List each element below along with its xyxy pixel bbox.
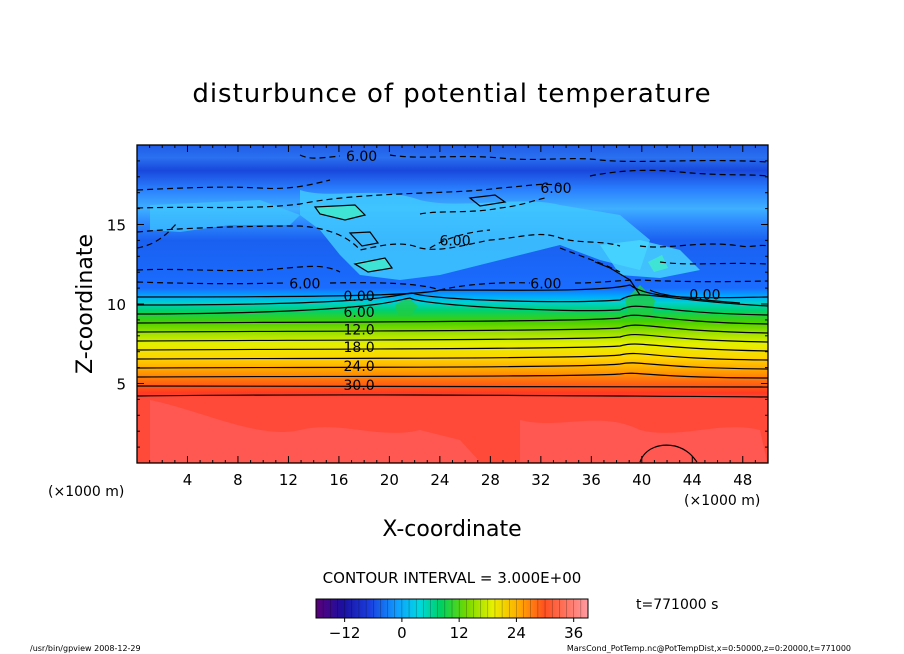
x-tick-label: 40: [632, 471, 651, 489]
teal-patch: [355, 258, 392, 272]
dashed-contour: [574, 279, 768, 284]
plot-area: 6.006.006.006.00 6.000.00 0.006.0012.018.0…: [136, 144, 769, 464]
x-tick-label: 48: [733, 471, 752, 489]
contour-line: [649, 289, 741, 304]
contour-label: 0.00: [689, 287, 720, 303]
contour-label: 6.00: [439, 233, 470, 249]
contour-line: [137, 343, 768, 352]
y-axis-label: Z-coordinate: [73, 234, 98, 374]
contour-lines: [137, 194, 768, 463]
contour-line: [137, 324, 768, 334]
chart-title: disturbunce of potential temperature: [192, 79, 711, 109]
footer-left: /usr/bin/gpview 2008-12-29: [30, 644, 141, 653]
dashed-contour: [589, 169, 768, 177]
x-tick-label: 16: [329, 471, 348, 489]
colorbar-frame: [315, 598, 589, 619]
x-axis-label: X-coordinate: [382, 517, 521, 542]
teal-patch: [315, 205, 365, 220]
contour-line: [348, 231, 380, 247]
x-unit-left: (×1000 m): [48, 484, 124, 500]
contour-label: 6.00: [289, 276, 320, 292]
x-tick-label: 4: [183, 471, 193, 489]
dashed-contour: [137, 179, 331, 191]
x-tick-label: 44: [683, 471, 702, 489]
colorbar-fill: [316, 599, 588, 618]
contour-label: 6.00: [344, 305, 375, 321]
upper-field-features: [150, 190, 767, 462]
contour-label: 24.0: [344, 359, 375, 375]
dashed-contours: [137, 154, 768, 291]
contour-label: 6.00: [540, 181, 571, 197]
x-tick-label: 24: [430, 471, 449, 489]
colorbar-tick-label: 36: [564, 624, 583, 642]
x-tick-label: 28: [481, 471, 500, 489]
contour-line: [313, 204, 367, 221]
contour-line: [353, 257, 394, 273]
colorbar: −12 0 12 24 36: [315, 598, 589, 642]
pink-blob: [150, 400, 480, 462]
contour-line: [594, 261, 641, 296]
x-unit-right: (×1000 m): [684, 493, 760, 509]
dashed-contour: [639, 243, 768, 248]
time-label: t=771000 s: [636, 597, 718, 613]
x-tick-label: 36: [582, 471, 601, 489]
contour-label: 0.00: [344, 289, 375, 305]
dashed-contour: [389, 154, 768, 163]
cyan-patch: [150, 200, 300, 232]
dashed-contour: [137, 265, 341, 273]
contour-line: [137, 372, 768, 379]
green-bump: [625, 285, 655, 318]
y-tick-label: 10: [107, 296, 126, 314]
dashed-contour: [137, 225, 621, 251]
colorbar-segments: [315, 599, 589, 618]
contour-line: [137, 292, 768, 307]
y-tick-label: 5: [116, 376, 126, 394]
y-axis: 5 10 15: [107, 160, 768, 448]
teal-patch: [648, 255, 668, 272]
colorbar-tick-label: 24: [507, 624, 526, 642]
contour-label: 6.00: [346, 149, 377, 165]
contour-line: [137, 362, 768, 370]
cyan-patch: [300, 190, 650, 280]
contour-label: 12.0: [344, 322, 375, 338]
contour-line: [137, 394, 768, 398]
colorbar-tick-label: −12: [329, 624, 361, 642]
contour-interval-label: CONTOUR INTERVAL = 3.000E+00: [323, 569, 582, 587]
colorbar-tick-label: 0: [397, 624, 407, 642]
contour-label: 18.0: [344, 340, 375, 356]
dashed-contour: [299, 154, 341, 159]
contour-line: [639, 444, 698, 463]
x-tick-label: 32: [531, 471, 550, 489]
contour-label: 30.0: [344, 378, 375, 394]
contour-line: [137, 352, 768, 361]
dashed-contour: [137, 281, 286, 285]
contour-label: 6.00: [530, 276, 561, 292]
footer-right: MarsCond_PotTemp.nc@PotTempDist,x=0:5000…: [567, 644, 851, 653]
green-bump: [395, 297, 418, 316]
contour-line: [137, 284, 768, 299]
dashed-contour: [659, 261, 768, 265]
dashed-contour: [559, 247, 621, 273]
contour-line: [468, 194, 507, 207]
contour-line: [137, 314, 768, 325]
contour-line: [137, 333, 768, 343]
dashed-contour: [419, 197, 546, 215]
colorbar-tick-label: 12: [450, 624, 469, 642]
x-tick-label: 12: [279, 471, 298, 489]
contour-labels: 6.006.006.006.00 6.000.00 0.006.0012.018.0…: [289, 149, 720, 394]
x-tick-label: 8: [233, 471, 243, 489]
pink-blob: [520, 420, 767, 462]
cyan-patch: [600, 240, 700, 278]
dashed-contour: [137, 221, 179, 249]
x-axis: 4 8 12 16 20 24 28 32 36 40 44 48: [149, 145, 756, 489]
contour-line: [137, 297, 768, 316]
dashed-contour: [429, 229, 491, 249]
y-tick-label: 15: [107, 217, 126, 235]
x-tick-label: 20: [380, 471, 399, 489]
dashed-contour: [329, 282, 531, 291]
colorbar-ticks: −12 0 12 24 36: [329, 618, 583, 642]
